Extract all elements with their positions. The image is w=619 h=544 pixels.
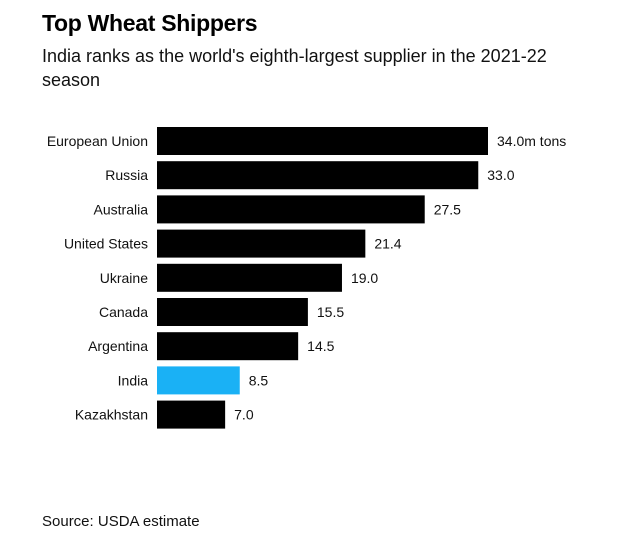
bar-argentina: [157, 332, 299, 361]
value-label: 8.5: [249, 372, 269, 388]
category-label: European Union: [47, 133, 148, 149]
bar-canada: [157, 298, 308, 326]
value-label: 27.5: [434, 201, 461, 217]
value-label: 19.0: [351, 270, 378, 286]
chart-title: Top Wheat Shippers: [42, 10, 258, 36]
value-label: 14.5: [307, 338, 334, 354]
bar-india: [157, 366, 240, 395]
category-label: Argentina: [88, 338, 148, 354]
category-label: Canada: [99, 304, 148, 320]
category-label: India: [118, 372, 149, 388]
bar-australia: [157, 195, 425, 224]
bar-chart: European Union 34.0m tons Russia 33.0 Austra…: [47, 127, 566, 429]
bar-united-states: [157, 229, 366, 258]
category-label: Ukraine: [100, 270, 148, 286]
bar-russia: [157, 161, 479, 190]
category-label: Kazakhstan: [75, 407, 148, 423]
category-label: Australia: [94, 201, 149, 217]
category-label: United States: [64, 236, 148, 252]
bar-kazakhstan: [157, 400, 226, 429]
chart-subtitle: India ranks as the world's eighth-larges…: [42, 46, 547, 90]
source-note: Source: USDA estimate: [42, 513, 200, 530]
value-label: 15.5: [317, 304, 344, 320]
value-label: 33.0: [487, 167, 514, 183]
bar-ukraine: [157, 263, 342, 292]
bar-european-union: [157, 127, 488, 155]
value-label: 34.0m tons: [497, 133, 566, 149]
value-label: 7.0: [234, 407, 254, 423]
value-label: 21.4: [374, 236, 401, 252]
category-label: Russia: [105, 167, 148, 183]
